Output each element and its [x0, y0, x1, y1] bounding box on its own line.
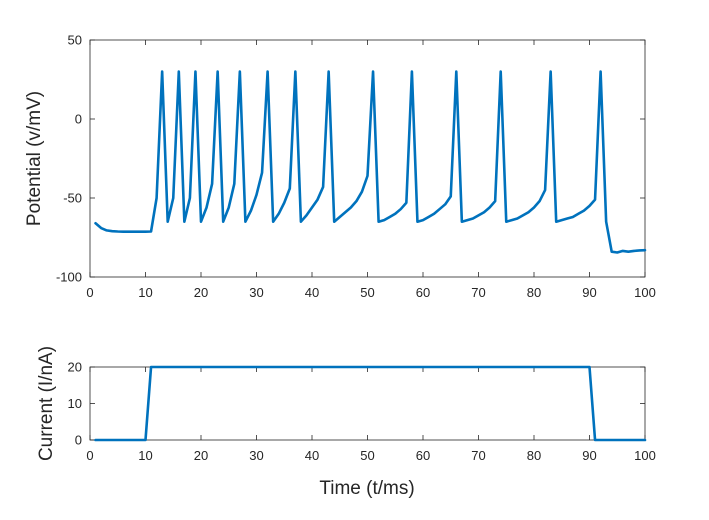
potential-x-tick-label: 0: [86, 285, 93, 300]
current-x-tick-label: 0: [86, 448, 93, 463]
current-trace: [94, 365, 647, 442]
current-x-tick-label: 50: [360, 448, 374, 463]
current-ticks: 0 10 20 30 40 50 60 70 80 90 100 0 10 20: [68, 360, 656, 464]
time-x-axis-label: Time (t/ms): [319, 478, 414, 499]
potential-y-tick-label: -100: [56, 270, 82, 285]
potential-ticks: 0 10 20 30 40 50 60 70 80 90 100 -100 -50 0 50: [56, 33, 656, 301]
potential-x-tick-label: 60: [416, 285, 430, 300]
current-x-tick-label: 60: [416, 448, 430, 463]
current-y-tick-label: 20: [68, 360, 82, 375]
current-axes-box: [89, 366, 646, 441]
current-x-tick-label: 70: [471, 448, 485, 463]
potential-x-tick-label: 80: [527, 285, 541, 300]
current-x-tick-label: 30: [249, 448, 263, 463]
current-x-tick-label: 90: [582, 448, 596, 463]
current-plot: 0 10 20 30 40 50 60 70 80 90 100 0 10 20 Current (I/n…: [36, 346, 656, 499]
potential-x-tick-label: 20: [194, 285, 208, 300]
potential-y-tick-label: -50: [63, 191, 82, 206]
potential-x-tick-label: 70: [471, 285, 485, 300]
potential-x-tick-label: 10: [138, 285, 152, 300]
current-x-tick-label: 40: [305, 448, 319, 463]
current-x-tick-label: 80: [527, 448, 541, 463]
potential-y-tick-label: 0: [75, 112, 82, 127]
potential-x-tick-label: 100: [634, 285, 656, 300]
potential-x-tick-label: 30: [249, 285, 263, 300]
potential-plot: 0 10 20 30 40 50 60 70 80 90 100 -100 -50 0 50 Potenti…: [24, 33, 656, 301]
current-x-tick-label: 10: [138, 448, 152, 463]
potential-x-tick-label: 50: [360, 285, 374, 300]
potential-x-tick-label: 90: [582, 285, 596, 300]
current-y-axis-label: Current (I/nA): [36, 346, 57, 461]
potential-y-tick-label: 50: [68, 33, 82, 48]
potential-y-axis-label: Potential (v/mV): [24, 91, 45, 226]
current-x-tick-label: 20: [194, 448, 208, 463]
potential-x-tick-label: 40: [305, 285, 319, 300]
current-x-tick-label: 100: [634, 448, 656, 463]
potential-trace: [94, 70, 647, 254]
current-y-tick-label: 0: [75, 433, 82, 448]
current-y-tick-label: 10: [68, 396, 82, 411]
